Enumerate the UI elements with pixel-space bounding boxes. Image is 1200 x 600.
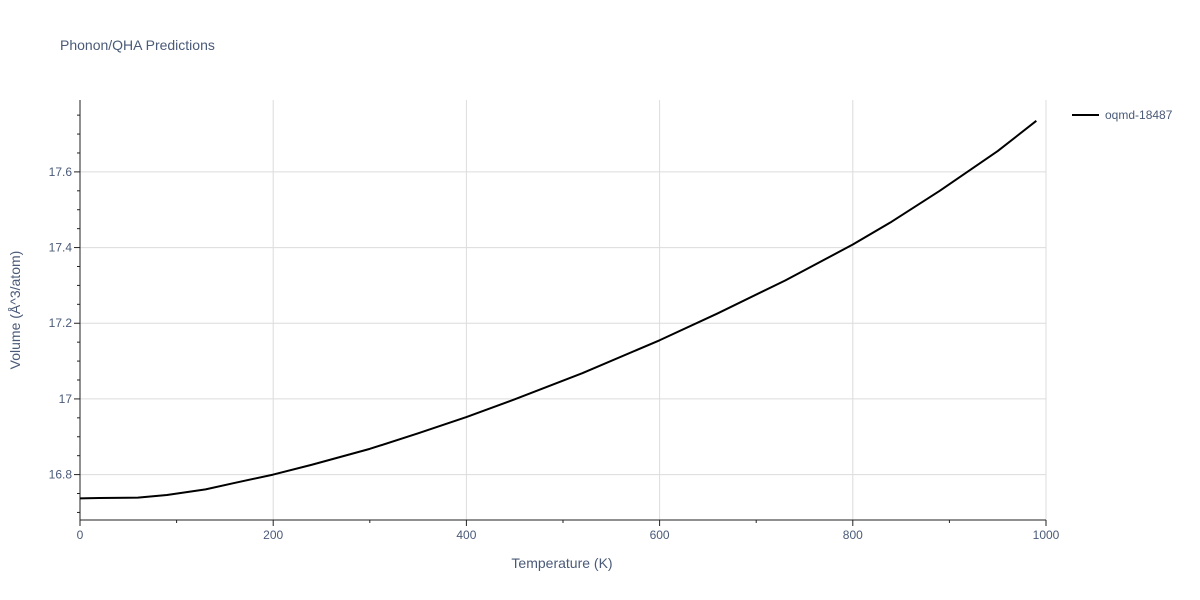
y-tick-label: 17.4 [49, 241, 73, 255]
x-tick-label: 1000 [1033, 528, 1060, 542]
axes: 0 200 400 600 800 1000 16.8 17 17.2 17.4 17.6 [49, 100, 1060, 542]
y-axis-title: Volume (Å^3/atom) [7, 251, 23, 370]
y-tick-label: 17 [59, 392, 73, 406]
y-tick-label: 17.2 [49, 316, 73, 330]
y-tick-label: 17.6 [49, 165, 73, 179]
x-axis-title: Temperature (K) [511, 555, 612, 571]
series-line [79, 120, 1037, 500]
legend-label: oqmd-18487 [1105, 108, 1173, 122]
grid [80, 100, 1047, 520]
chart-title: Phonon/QHA Predictions [60, 37, 215, 53]
x-tick-label: 600 [650, 528, 670, 542]
series-layer [79, 120, 1037, 500]
x-tick-label: 200 [263, 528, 283, 542]
x-tick-label: 400 [456, 528, 476, 542]
x-tick-label: 0 [77, 528, 84, 542]
legend[interactable]: oqmd-18487 [1072, 108, 1173, 122]
x-tick-label: 800 [843, 528, 863, 542]
y-tick-label: 16.8 [49, 468, 73, 482]
